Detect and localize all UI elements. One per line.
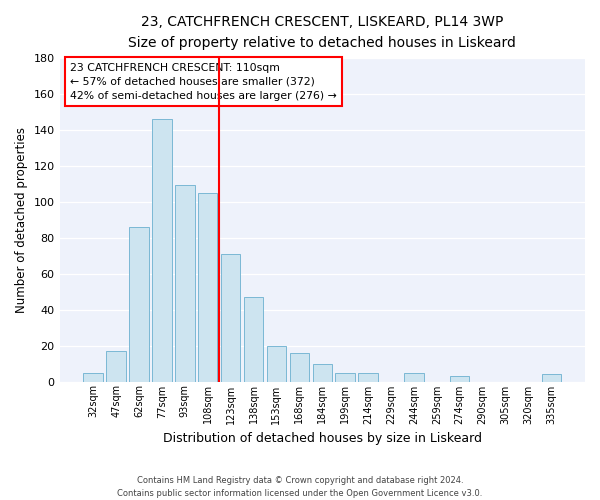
Bar (244, 297, 263, 382)
Bar (198, 192, 217, 382)
Y-axis label: Number of detached properties: Number of detached properties (15, 126, 28, 312)
Bar (106, 351, 126, 382)
X-axis label: Distribution of detached houses by size in Liskeard: Distribution of detached houses by size … (163, 432, 482, 445)
Bar (129, 227, 149, 382)
Bar (152, 119, 172, 382)
Bar (175, 186, 194, 382)
Bar (221, 254, 241, 382)
Bar (313, 364, 332, 382)
Text: Contains HM Land Registry data © Crown copyright and database right 2024.
Contai: Contains HM Land Registry data © Crown c… (118, 476, 482, 498)
Bar (450, 376, 469, 382)
Bar (542, 374, 561, 382)
Title: 23, CATCHFRENCH CRESCENT, LISKEARD, PL14 3WP
Size of property relative to detach: 23, CATCHFRENCH CRESCENT, LISKEARD, PL14… (128, 15, 516, 50)
Bar (404, 372, 424, 382)
Bar (335, 372, 355, 382)
Bar (358, 372, 378, 382)
Text: 23 CATCHFRENCH CRESCENT: 110sqm
← 57% of detached houses are smaller (372)
42% o: 23 CATCHFRENCH CRESCENT: 110sqm ← 57% of… (70, 62, 337, 100)
Bar (290, 352, 309, 382)
Bar (83, 372, 103, 382)
Bar (267, 346, 286, 382)
